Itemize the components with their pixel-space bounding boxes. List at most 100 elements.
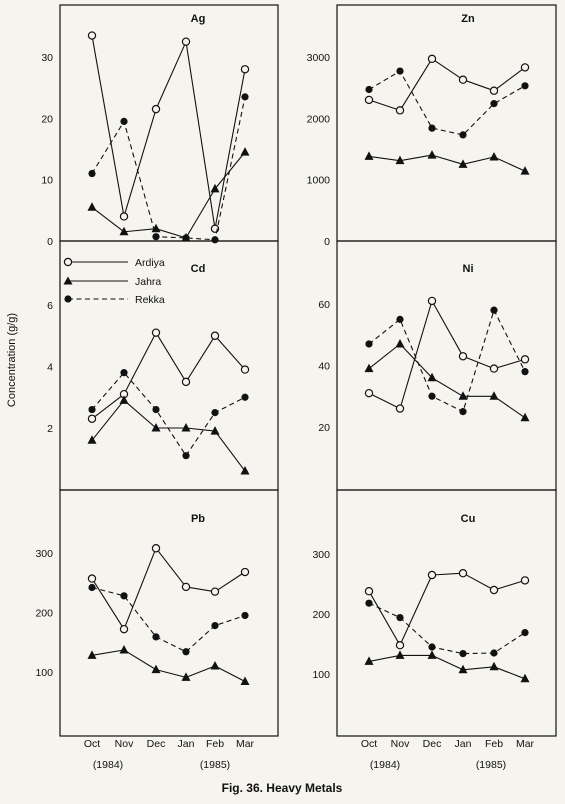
data-point-cd-ardiya-dec	[151, 328, 161, 337]
panel-title-cd: Cd	[191, 263, 206, 275]
data-point-pb-rekka-dec	[152, 633, 160, 641]
panel-ag: Ag 0 10 20 30	[41, 4, 279, 248]
series-line-cu-rekka	[368, 602, 526, 655]
series-line-pb-ardiya	[91, 547, 246, 630]
data-point-ag-jahra-mar	[240, 147, 250, 156]
series-line-pb-rekka	[91, 586, 246, 653]
data-point-zn-jahra-feb	[489, 151, 499, 161]
data-point-pb-rekka-mar	[241, 611, 249, 620]
series-line-ag-rekka	[91, 96, 246, 241]
data-point-cu-jahra-oct	[364, 656, 374, 665]
data-point-zn-ardiya-oct	[364, 95, 374, 105]
y-tick-label-zn-2000: 2000	[307, 113, 331, 125]
data-point-ag-rekka-nov	[120, 117, 128, 125]
series-line-ni-ardiya	[368, 300, 526, 410]
data-point-cd-jahra-mar	[240, 466, 250, 475]
data-point-zn-jahra-nov	[395, 155, 405, 165]
y-axis-label: Concentration (g/g)	[6, 313, 18, 407]
x-tick-label-right-feb: Feb	[485, 738, 503, 750]
panel-title-zn: Zn	[461, 13, 475, 25]
panel-frame-zn	[336, 4, 557, 242]
data-point-pb-rekka-jan	[182, 648, 190, 656]
y-tick-label-cd-6: 6	[47, 300, 53, 312]
data-point-zn-rekka-dec	[428, 124, 436, 132]
data-point-cu-jahra-dec	[427, 650, 437, 659]
data-point-cd-rekka-feb	[211, 409, 219, 417]
series-line-cd-jahra	[91, 399, 246, 472]
series-line-ag-jahra	[91, 151, 246, 239]
series-line-cu-jahra	[368, 654, 526, 680]
data-point-ag-rekka-mar	[241, 93, 249, 101]
data-point-cd-jahra-nov	[119, 395, 129, 404]
legend-jahra-label: Jahra	[135, 276, 161, 288]
data-point-ni-ardiya-nov	[395, 404, 405, 413]
x-year-label-left-1984: (1984)	[93, 759, 123, 771]
data-point-pb-rekka-feb	[211, 621, 219, 630]
data-point-ni-ardiya-oct	[364, 388, 374, 398]
legend-rekka-marker	[64, 295, 72, 303]
data-point-ag-rekka-oct	[88, 169, 96, 178]
legend: Ardiya Jahra Rekka	[63, 257, 165, 306]
legend-ardiya-marker	[63, 257, 73, 267]
y-tick-label-zn-3000: 3000	[307, 52, 331, 64]
x-tick-label-right-mar: Mar	[516, 738, 535, 750]
y-tick-label-ni-60: 60	[318, 299, 330, 311]
data-point-ni-jahra-nov	[395, 338, 405, 348]
panel-cu: Cu 100 200 300	[312, 489, 557, 737]
data-point-pb-jahra-nov	[119, 644, 129, 654]
data-point-cu-rekka-oct	[365, 599, 373, 607]
x-tick-label-left-oct: Oct	[84, 738, 100, 750]
data-point-ni-rekka-feb	[490, 306, 498, 314]
data-point-ag-rekka-feb	[211, 236, 219, 244]
data-point-zn-rekka-feb	[490, 100, 498, 108]
data-point-zn-jahra-jan	[458, 159, 468, 168]
data-point-ag-ardiya-oct	[87, 31, 97, 40]
y-tick-label-cu-300: 300	[312, 549, 330, 561]
series-line-pb-jahra	[91, 649, 246, 682]
panel-pb: Pb 100 200 300	[35, 489, 279, 737]
x-tick-label-right-jan: Jan	[455, 738, 472, 750]
x-tick-label-left-jan: Jan	[178, 738, 195, 750]
data-point-ni-ardiya-mar	[520, 355, 530, 364]
data-point-cd-rekka-nov	[120, 369, 128, 377]
x-year-label-left-1985: (1985)	[200, 759, 230, 771]
panel-title-ag: Ag	[191, 13, 206, 25]
data-point-zn-ardiya-dec	[427, 54, 437, 64]
data-point-ni-rekka-dec	[428, 392, 436, 400]
y-tick-label-cu-100: 100	[312, 669, 330, 681]
x-tick-label-left-nov: Nov	[115, 738, 134, 750]
data-point-pb-ardiya-nov	[119, 624, 129, 634]
data-point-cu-rekka-mar	[521, 629, 529, 637]
panels-layer: Ag 0 10 20 30 Zn 0 1000 2000 3000 Cd 2 4 6 Ni 20 40 60 Pb 1…	[35, 4, 557, 737]
x-tick-label-right-oct: Oct	[361, 738, 377, 750]
series-line-ag-ardiya	[91, 35, 246, 230]
data-point-ni-ardiya-jan	[458, 352, 468, 361]
y-tick-label-pb-200: 200	[35, 608, 53, 620]
data-point-zn-jahra-oct	[364, 151, 374, 160]
data-point-cu-rekka-jan	[459, 650, 467, 658]
panel-frame-cu	[336, 489, 557, 737]
x-tick-label-left-feb: Feb	[206, 738, 224, 750]
data-point-ag-rekka-dec	[152, 233, 160, 241]
data-point-pb-ardiya-dec	[151, 544, 161, 553]
panel-zn: Zn 0 1000 2000 3000	[307, 4, 557, 248]
data-point-ag-ardiya-mar	[240, 65, 250, 74]
data-point-zn-rekka-nov	[396, 67, 404, 75]
panel-title-cu: Cu	[461, 513, 476, 525]
panel-title-pb: Pb	[191, 513, 205, 525]
data-point-cu-ardiya-mar	[520, 576, 530, 585]
data-point-zn-ardiya-jan	[458, 75, 468, 84]
legend-item-jahra: Jahra	[63, 276, 161, 288]
data-point-ni-jahra-oct	[364, 363, 374, 373]
data-point-cu-ardiya-nov	[395, 641, 405, 650]
legend-item-rekka: Rekka	[64, 294, 165, 306]
data-point-ni-jahra-mar	[520, 412, 530, 422]
data-point-ag-rekka-jan	[182, 234, 190, 242]
data-point-pb-ardiya-oct	[87, 574, 97, 583]
x-year-label-right-1985: (1985)	[476, 759, 506, 771]
y-tick-label-cd-4: 4	[47, 362, 53, 374]
data-point-cd-rekka-mar	[241, 393, 249, 401]
panel-ni: Ni 20 40 60	[318, 240, 557, 491]
data-point-ni-rekka-oct	[365, 340, 373, 348]
data-point-pb-rekka-oct	[88, 583, 96, 592]
